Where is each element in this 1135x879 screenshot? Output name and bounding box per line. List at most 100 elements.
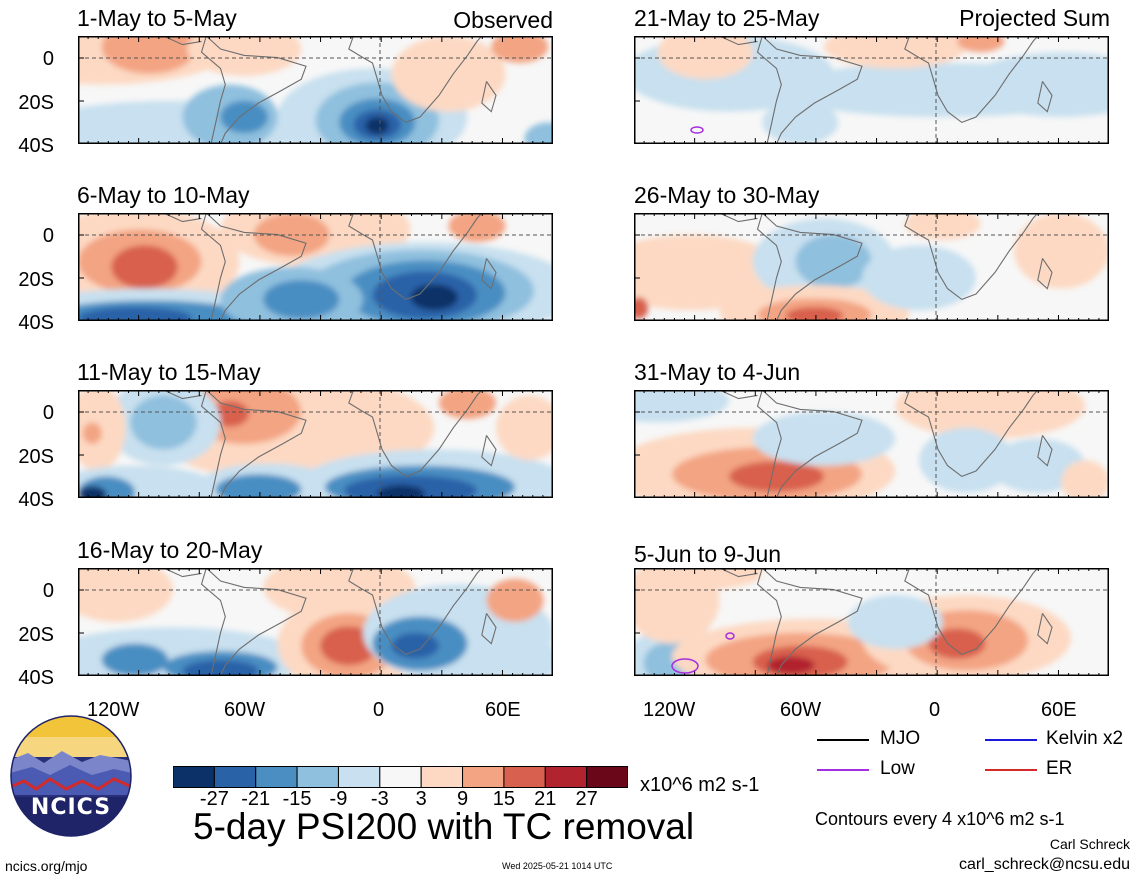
y-tick-label: 40S (18, 489, 54, 511)
psi200-map (78, 36, 553, 144)
anomaly-contour (786, 306, 843, 321)
coastline (481, 258, 497, 290)
coastline (163, 568, 202, 578)
ncics-logo: NCICS (10, 715, 132, 837)
panel-title: 16-May to 20-May (77, 537, 263, 563)
anomaly-contour (111, 245, 178, 289)
anomaly-contour (1061, 460, 1109, 498)
y-tick-label: 40S (18, 667, 54, 689)
coastline (756, 36, 782, 144)
anomaly-contour (634, 390, 729, 423)
anomaly-contour (439, 390, 496, 420)
colorbar-swatch (420, 766, 464, 788)
legend-label-kelvin: Kelvin x2 (1046, 728, 1124, 749)
anomaly-contour (767, 656, 815, 674)
x-tick-label: 60E (485, 699, 521, 721)
coastline (719, 213, 758, 223)
coastline (756, 390, 782, 498)
colorbar-label: -27 (199, 788, 229, 810)
psi200-map (78, 568, 553, 676)
legend-line-er (985, 769, 1037, 771)
panel-title: 11-May to 15-May (77, 359, 261, 385)
x-tick-label: 120W (643, 699, 696, 721)
anomaly-contour (957, 36, 1005, 53)
column-label-observed: Observed (453, 7, 553, 33)
author-email[interactable]: carl_schreck@ncsu.edu (959, 856, 1130, 873)
y-tick-label: 40S (18, 312, 54, 334)
coastline (481, 81, 497, 113)
colorbar-swatch (586, 766, 628, 788)
low-contour (725, 632, 735, 640)
colorbar-units: x10^6 m2 s-1 (640, 774, 760, 796)
legend-label-er: ER (1046, 758, 1073, 779)
anomaly-contour (78, 390, 126, 471)
anomaly-contour (320, 626, 378, 666)
anomaly-contour (377, 485, 425, 498)
figure-title: 5-day PSI200 with TC removal (193, 806, 695, 847)
colorbar-label: 27 (575, 788, 598, 810)
coastline (200, 390, 226, 498)
anomaly-contour (729, 461, 824, 492)
map-panel (78, 36, 553, 144)
y-tick-label: 20S (18, 446, 54, 468)
column-label-projected: Projected Sum (959, 5, 1110, 31)
anomaly-contour (187, 36, 302, 76)
y-tick-label: 40S (18, 135, 54, 157)
x-tick-label: 120W (87, 699, 140, 721)
coastline (1037, 613, 1053, 645)
x-tick-label: 0 (929, 699, 941, 721)
anomaly-contour (500, 638, 553, 676)
coastline (205, 390, 307, 498)
coastline (719, 568, 758, 578)
colorbar-swatch (213, 766, 257, 788)
colorbar-swatch (173, 766, 215, 788)
y-tick-label: 20S (18, 624, 54, 646)
coastline (481, 435, 497, 467)
colorbar-swatch (296, 766, 339, 788)
timestamp: Wed 2025-05-21 1014 UTC (502, 861, 613, 871)
anomaly-contour (215, 474, 302, 498)
coastline (205, 213, 307, 321)
coastline (761, 36, 863, 144)
map-panel (634, 36, 1109, 144)
anomaly-contour (824, 36, 967, 69)
anomaly-contour (130, 395, 197, 450)
colorbar-swatch (503, 766, 546, 788)
colorbar-label: 3 (415, 788, 427, 810)
anomaly-contour (410, 284, 458, 311)
psi200-map (634, 213, 1109, 321)
coastline (200, 36, 226, 144)
legend-line-kelvin (985, 739, 1037, 741)
anomaly-contour (365, 117, 390, 135)
anomaly-contour (491, 36, 549, 63)
anomaly-contour (648, 568, 763, 590)
map-panel (634, 213, 1109, 321)
colorbar-swatches (173, 766, 628, 788)
website-link[interactable]: ncics.org/mjo (5, 858, 88, 874)
anomaly-contour (263, 279, 340, 319)
anomaly-contour (101, 643, 169, 676)
anomaly-contour (634, 234, 786, 311)
psi200-map (634, 36, 1109, 144)
map-panel (634, 390, 1109, 498)
anomaly-contour (391, 632, 439, 659)
map-panel (634, 568, 1109, 676)
map-frame (634, 36, 1109, 144)
anomaly-contour (990, 438, 1086, 493)
colorbar-swatch (255, 766, 298, 788)
map-panel (78, 390, 553, 498)
coastline (761, 213, 863, 321)
anomaly-contour (78, 486, 107, 498)
coastline (1037, 81, 1053, 113)
legend-line-low (817, 769, 869, 771)
anomaly-contour (524, 122, 553, 144)
panel-title: 31-May to 4-Jun (634, 359, 801, 385)
legend-label-low: Low (880, 758, 915, 779)
anomaly-contour (847, 595, 943, 649)
anomaly-contour (752, 411, 896, 466)
low-contour (671, 658, 699, 674)
anomaly-contour (391, 36, 506, 112)
colorbar-label: -21 (241, 788, 271, 810)
coastline (719, 390, 758, 400)
anomaly-contour (211, 400, 249, 427)
